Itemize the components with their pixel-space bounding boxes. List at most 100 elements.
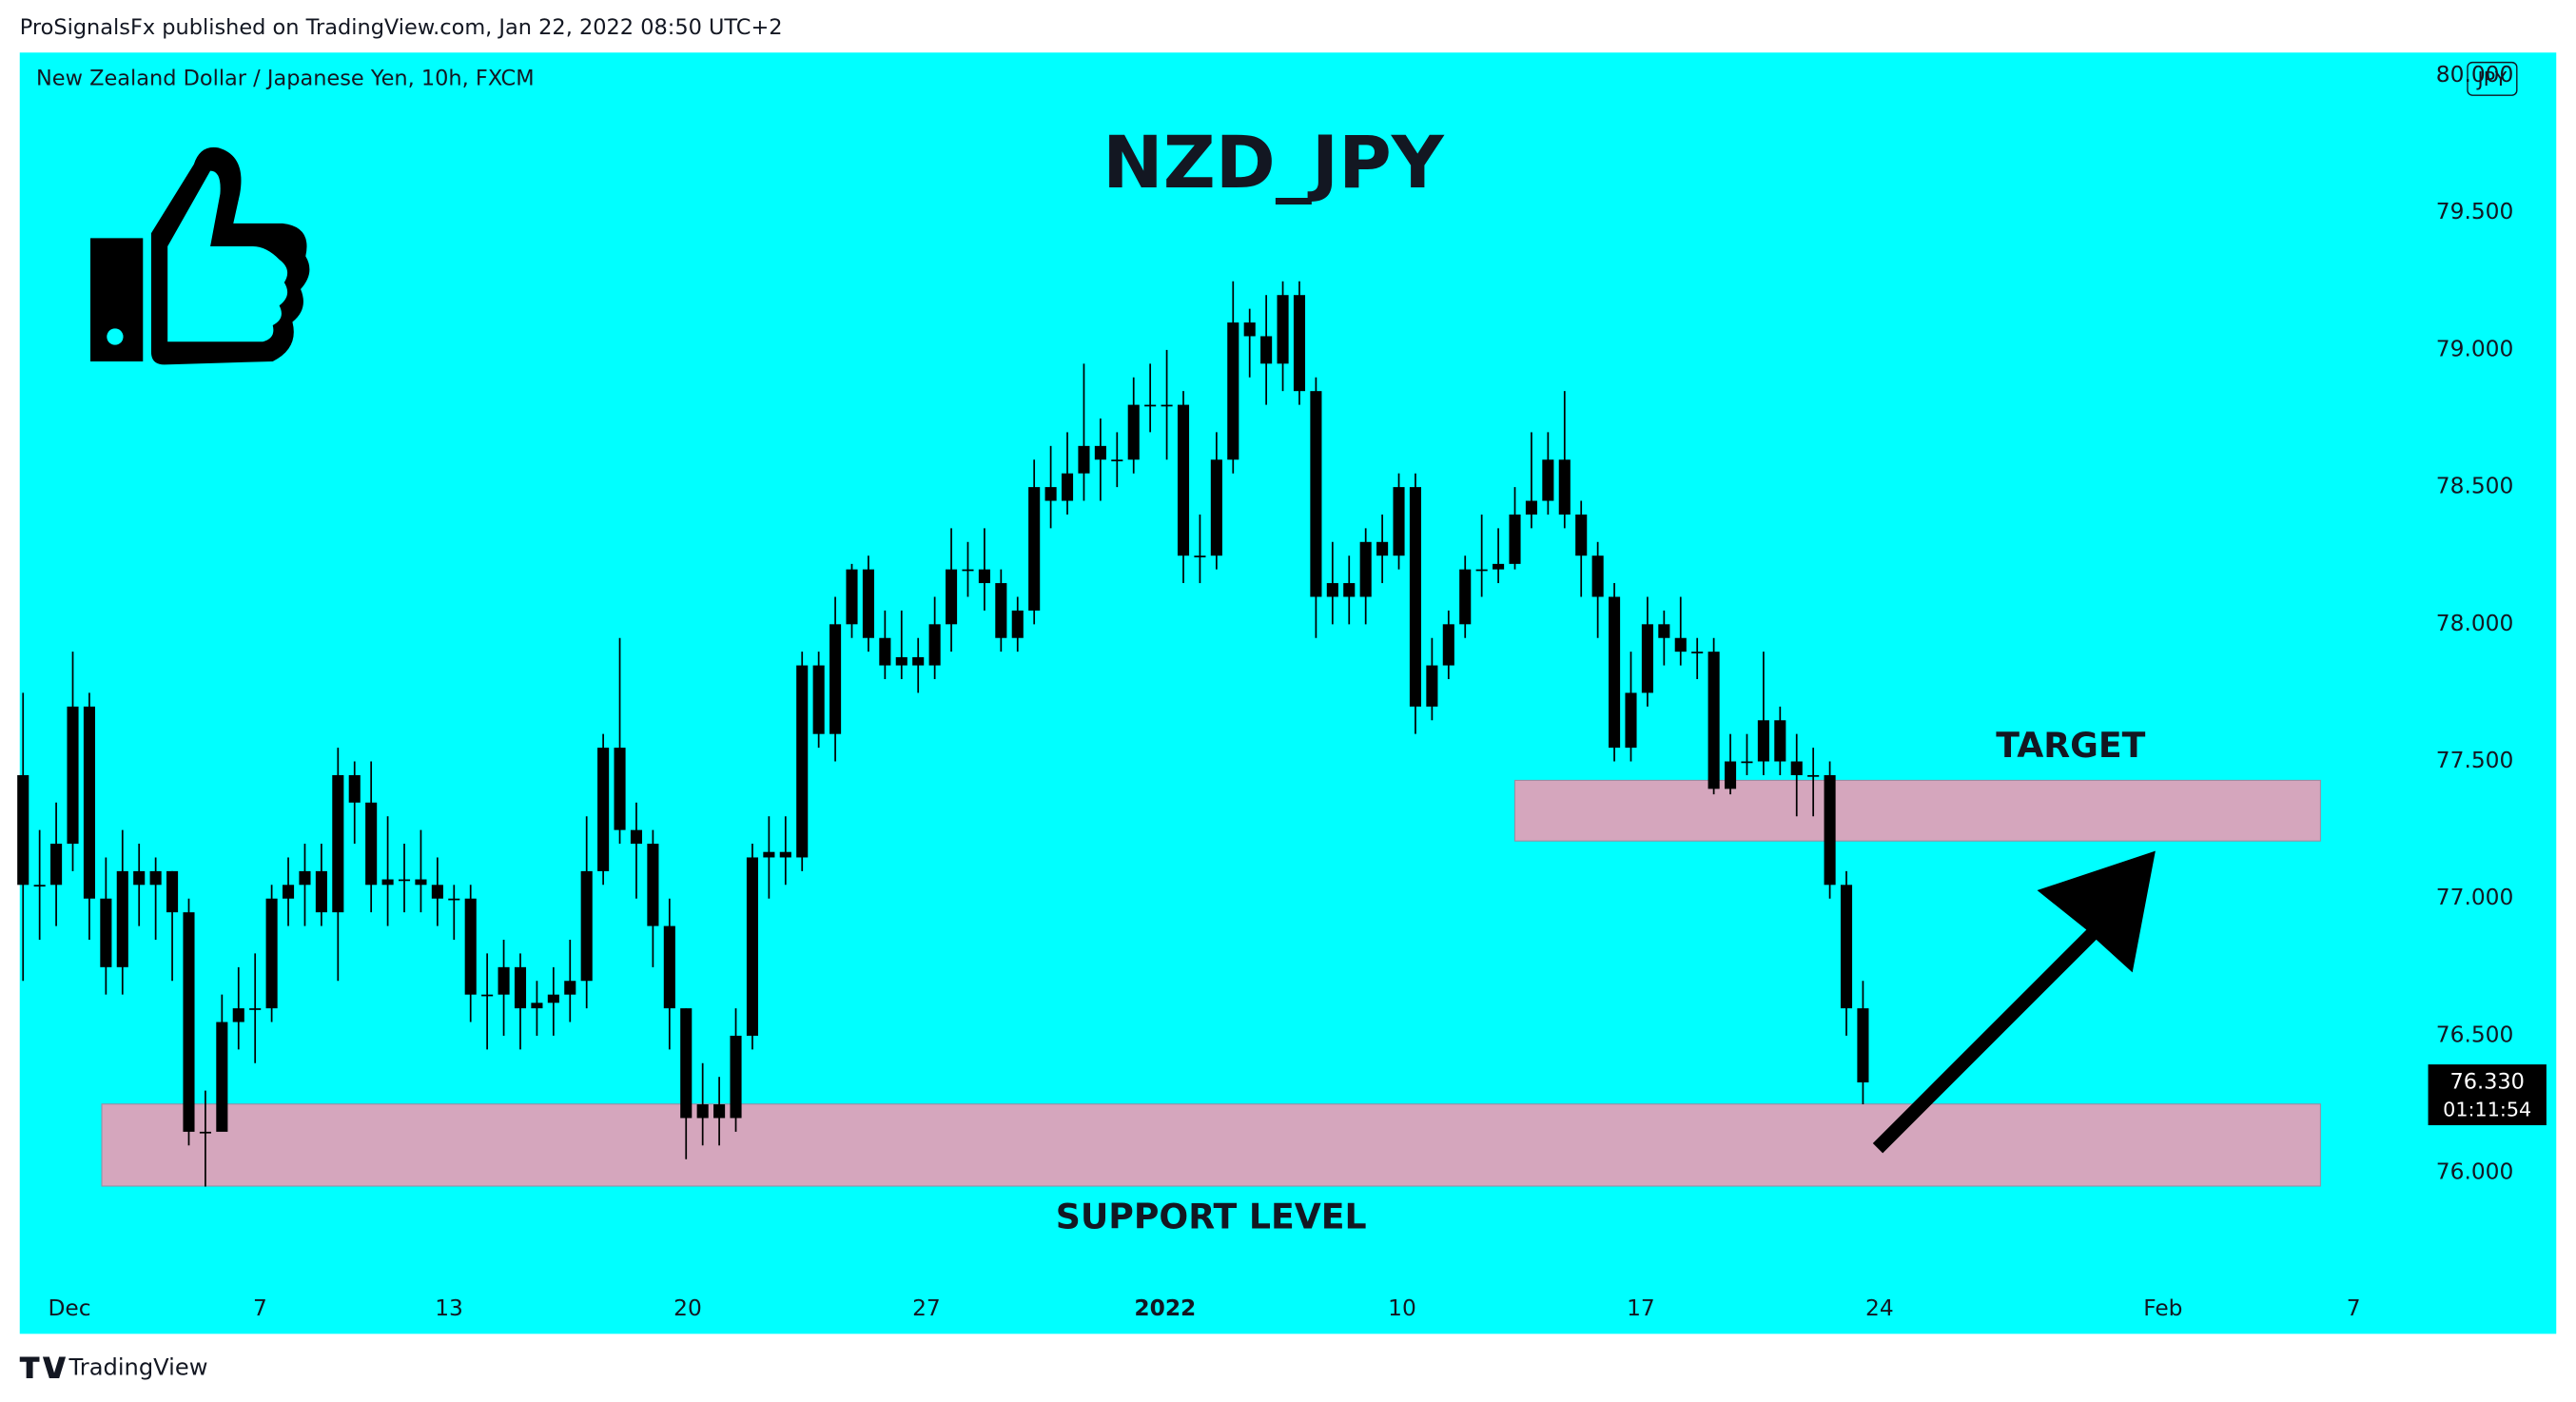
candle-body bbox=[713, 1104, 726, 1119]
candle-body bbox=[1094, 445, 1106, 460]
y-tick-label: 76.000 bbox=[2436, 1159, 2514, 1185]
candle-body bbox=[1326, 583, 1338, 597]
candle-body bbox=[199, 1131, 211, 1134]
candle-body bbox=[812, 665, 825, 734]
x-tick-label: 10 bbox=[1388, 1295, 1416, 1321]
candle-body bbox=[116, 870, 128, 967]
candle-body bbox=[481, 994, 494, 997]
candle-body bbox=[730, 1035, 742, 1119]
candle-body bbox=[1061, 473, 1074, 501]
x-tick-label: 7 bbox=[253, 1295, 267, 1321]
candle-body bbox=[962, 569, 974, 572]
candle-body bbox=[1493, 563, 1505, 570]
candle-body bbox=[796, 665, 809, 858]
candle-body bbox=[978, 569, 990, 584]
candle-body bbox=[1475, 569, 1488, 572]
y-tick-label: 80.000 bbox=[2436, 62, 2514, 88]
x-tick-label: Feb bbox=[2143, 1295, 2182, 1321]
candle-body bbox=[1591, 555, 1604, 597]
candle-body bbox=[1011, 610, 1024, 638]
chart-title: NZD_JPY bbox=[1103, 120, 1445, 204]
zone-label: TARGET bbox=[1996, 725, 2145, 766]
candle-body bbox=[912, 656, 925, 666]
candle-body bbox=[1161, 404, 1173, 407]
candle-body bbox=[597, 748, 610, 871]
candle-body bbox=[829, 624, 842, 734]
zone bbox=[101, 1103, 2321, 1187]
candle-body bbox=[33, 885, 46, 887]
candle-body bbox=[1376, 541, 1389, 556]
candle-body bbox=[531, 1003, 543, 1009]
candle-body bbox=[1724, 761, 1737, 789]
candle-body bbox=[133, 870, 146, 886]
candle-body bbox=[1774, 720, 1786, 762]
candle-body bbox=[1144, 404, 1157, 407]
zone bbox=[1513, 779, 2321, 842]
candle-body bbox=[946, 569, 958, 625]
candle-body bbox=[1857, 1008, 1869, 1082]
candle-body bbox=[846, 569, 858, 625]
candle-body bbox=[381, 879, 394, 886]
candle-body bbox=[1641, 624, 1653, 693]
candle-body bbox=[1625, 692, 1637, 749]
candle-body bbox=[1741, 761, 1753, 764]
candle-body bbox=[680, 1008, 693, 1119]
candle-body bbox=[1293, 295, 1306, 392]
tradingview-logo bbox=[19, 1356, 67, 1378]
candle-body bbox=[100, 898, 112, 967]
candle-body bbox=[1044, 487, 1057, 501]
candle-body bbox=[1210, 459, 1222, 556]
y-tick-label: 77.000 bbox=[2436, 885, 2514, 910]
candle-body bbox=[398, 879, 411, 882]
candle-body bbox=[1558, 459, 1571, 515]
candle-body bbox=[67, 706, 79, 845]
candle-body bbox=[232, 1008, 244, 1022]
candle-body bbox=[1442, 624, 1454, 666]
zone-label: SUPPORT LEVEL bbox=[1056, 1197, 1367, 1237]
thumbs-up-icon-dot bbox=[107, 328, 124, 345]
candle-body bbox=[1575, 514, 1588, 556]
candle-body bbox=[1609, 596, 1621, 749]
y-tick-label: 77.500 bbox=[2436, 748, 2514, 773]
candle-body bbox=[249, 1008, 262, 1010]
candle-body bbox=[514, 966, 527, 1009]
candle-body bbox=[83, 706, 95, 899]
candle-body bbox=[564, 981, 576, 995]
x-tick-label: 13 bbox=[435, 1295, 463, 1321]
candle-body bbox=[1343, 583, 1356, 597]
price-label-box bbox=[2428, 1064, 2547, 1125]
candle-body bbox=[1310, 391, 1322, 597]
candle-body bbox=[895, 656, 907, 666]
candle-body bbox=[1243, 322, 1256, 337]
candle-body bbox=[282, 885, 295, 899]
publisher-header: ProSignalsFx published on TradingView.co… bbox=[20, 15, 783, 40]
candle-body bbox=[299, 870, 311, 886]
candle-body bbox=[1127, 404, 1140, 460]
x-tick-label: 2022 bbox=[1134, 1295, 1196, 1321]
candle-body bbox=[614, 748, 626, 830]
candle-body bbox=[498, 966, 510, 995]
currency-label: JPY bbox=[2475, 68, 2507, 90]
candle-body bbox=[547, 994, 559, 1003]
candle-body bbox=[17, 774, 29, 886]
candle-body bbox=[1111, 459, 1123, 461]
candle-body bbox=[862, 569, 874, 638]
candle-body bbox=[348, 774, 361, 803]
candle-body bbox=[1542, 459, 1554, 501]
candle-body bbox=[1790, 761, 1803, 775]
candle-body bbox=[1509, 514, 1521, 564]
candle-body bbox=[183, 912, 195, 1132]
candle-body bbox=[779, 851, 791, 858]
candle-body bbox=[663, 925, 675, 1009]
candle-body bbox=[1177, 404, 1190, 556]
candle-body bbox=[630, 829, 643, 845]
candle-body bbox=[763, 851, 775, 858]
y-tick-label: 78.500 bbox=[2436, 474, 2514, 499]
x-tick-label: 27 bbox=[912, 1295, 941, 1321]
candle-body bbox=[1260, 336, 1273, 364]
candle-body bbox=[315, 870, 327, 913]
x-tick-label: Dec bbox=[48, 1295, 90, 1321]
x-tick-label: 24 bbox=[1865, 1295, 1894, 1321]
candle-body bbox=[1525, 500, 1537, 515]
